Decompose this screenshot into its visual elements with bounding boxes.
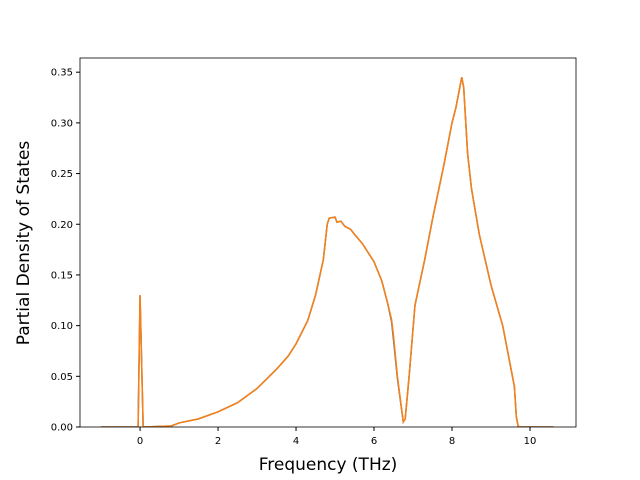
y-tick-label: 0.25 xyxy=(51,169,73,180)
y-tick-label: 0.35 xyxy=(51,68,73,79)
y-axis-label: Partial Density of States xyxy=(14,141,34,346)
y-tick-label: 0.15 xyxy=(51,270,73,281)
x-tick-label: 0 xyxy=(137,436,143,447)
x-tick-label: 8 xyxy=(449,436,455,447)
x-tick-label: 2 xyxy=(215,436,221,447)
y-tick-label: 0.05 xyxy=(51,372,73,383)
x-tick-label: 4 xyxy=(293,436,299,447)
x-tick-label: 6 xyxy=(371,436,377,447)
plot-frame xyxy=(79,57,577,428)
y-tick-label: 0.30 xyxy=(51,118,73,129)
x-tick-label: 10 xyxy=(524,436,537,447)
x-axis-label: Frequency (THz) xyxy=(259,455,398,475)
y-tick-label: 0.00 xyxy=(51,423,73,434)
series-line xyxy=(101,77,554,427)
y-tick-label: 0.10 xyxy=(51,321,73,332)
y-tick-label: 0.20 xyxy=(51,220,73,231)
